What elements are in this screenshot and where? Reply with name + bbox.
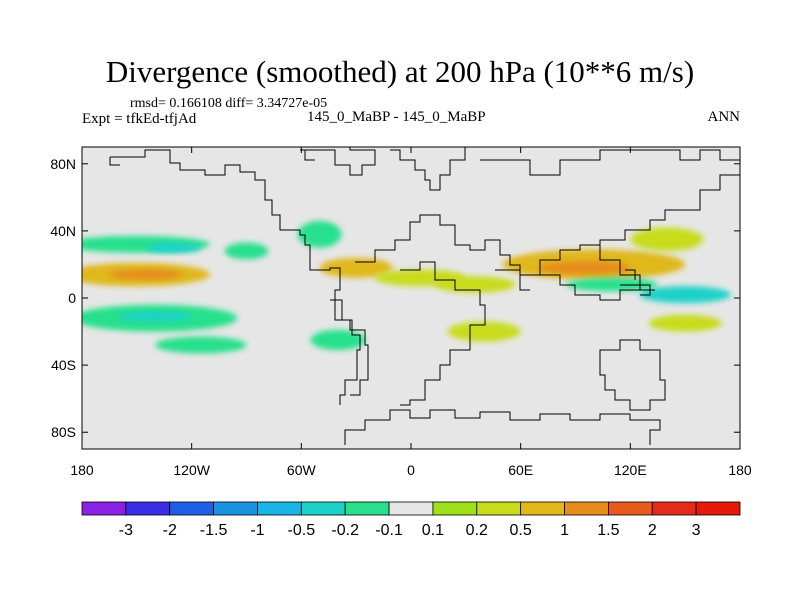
colorbar-box-7 xyxy=(388,501,434,516)
x-tick-label-0: 180 xyxy=(70,462,94,478)
divergence-cell-12 xyxy=(447,321,521,342)
asia-south-outline xyxy=(495,269,641,301)
y-tick-label-2: 0 xyxy=(68,290,76,306)
colorbar-box-4 xyxy=(257,501,302,516)
colorbar-box-0 xyxy=(81,501,127,516)
chart-title: Divergence (smoothed) at 200 hPa (10**6 … xyxy=(105,54,695,89)
x-tick-label-3: 0 xyxy=(407,462,415,478)
y-tick-label-3: 40S xyxy=(51,357,76,373)
colorbar-box-11 xyxy=(564,501,609,516)
colorbar-label-6: -0.1 xyxy=(375,522,403,539)
colorbar-box-6 xyxy=(344,501,390,516)
australia-outline xyxy=(599,339,666,411)
antarctica-outline xyxy=(344,409,661,445)
axis-ticks: 180 120W 60W 0 60E 120E 180 80N 40N 0 40S 80S xyxy=(50,147,752,478)
x-tick-label-5: 120E xyxy=(614,462,647,478)
colorbar-label-0: -3 xyxy=(119,522,133,539)
colorbar-label-12: 2 xyxy=(648,522,657,539)
colorbar-label-3: -1 xyxy=(250,522,264,539)
season-label: ANN xyxy=(707,109,741,125)
y-tick-label-0: 80N xyxy=(50,156,76,172)
case-subtitle: 145_0_MaBP - 145_0_MaBP xyxy=(307,109,486,125)
colorbar-box-5 xyxy=(300,501,346,516)
y-tick-label-4: 80S xyxy=(51,424,76,440)
europe-outline xyxy=(355,214,521,275)
greenland-outline xyxy=(390,147,466,191)
divergence-cell-17 xyxy=(639,286,731,304)
colorbar-label-8: 0.2 xyxy=(466,522,488,539)
south-america-outline xyxy=(330,299,369,396)
colorbar-label-4: -0.5 xyxy=(288,522,316,539)
colorbar-box-13 xyxy=(651,501,697,516)
x-tick-label-1: 120W xyxy=(173,462,210,478)
colorbar-box-8 xyxy=(432,501,478,516)
arctic-islands-outline xyxy=(300,147,376,176)
x-tick-label-6: 180 xyxy=(728,462,752,478)
divergence-fields xyxy=(82,220,731,354)
north-america-outline xyxy=(109,149,361,405)
colorbar-label-9: 0.5 xyxy=(510,522,532,539)
divergence-cell-5 xyxy=(118,311,192,322)
divergence-cell-16 xyxy=(630,227,704,252)
x-tick-label-4: 60E xyxy=(508,462,533,478)
colorbar: -3 -2 -1.5 -1 -0.5 -0.2 -0.1 0.1 0.2 0.5 1 1.5 2 3 xyxy=(81,501,741,539)
divergence-cell-10 xyxy=(310,329,366,351)
colorbar-box-9 xyxy=(476,501,522,516)
divergence-cell-18 xyxy=(566,277,658,292)
africa-outline xyxy=(400,261,486,406)
colorbar-label-11: 1.5 xyxy=(597,522,619,539)
maritime-continent-outline xyxy=(620,269,651,296)
colorbar-label-5: -0.2 xyxy=(331,522,359,539)
stats-line: rmsd= 0.166108 diff= 3.34727e-05 xyxy=(130,96,328,111)
x-tick-label-2: 60W xyxy=(287,462,317,478)
divergence-cell-3 xyxy=(145,242,201,253)
colorbar-box-3 xyxy=(213,501,258,516)
divergence-cell-1 xyxy=(109,269,183,280)
divergence-cell-19 xyxy=(648,314,722,332)
colorbar-box-12 xyxy=(608,501,653,516)
colorbar-label-2: -1.5 xyxy=(200,522,228,539)
colorbar-box-10 xyxy=(520,501,565,516)
coastline-outlines xyxy=(109,147,740,445)
divergence-cell-7 xyxy=(224,242,269,260)
colorbar-box-2 xyxy=(169,501,215,516)
colorbar-label-10: 1 xyxy=(560,522,569,539)
colorbar-label-7: 0.1 xyxy=(422,522,444,539)
y-tick-label-1: 40N xyxy=(50,223,76,239)
plot-background xyxy=(82,147,740,449)
colorbar-label-1: -2 xyxy=(163,522,177,539)
divergence-cell-8 xyxy=(297,220,342,248)
colorbar-box-1 xyxy=(125,501,171,516)
divergence-cell-6 xyxy=(155,336,247,354)
expt-label: Expt = tfkEd-tfjAd xyxy=(82,111,197,127)
colorbar-box-14 xyxy=(695,501,741,516)
colorbar-label-13: 3 xyxy=(692,522,701,539)
divergence-cell-9 xyxy=(319,257,393,278)
divergence-cell-15 xyxy=(538,261,631,275)
